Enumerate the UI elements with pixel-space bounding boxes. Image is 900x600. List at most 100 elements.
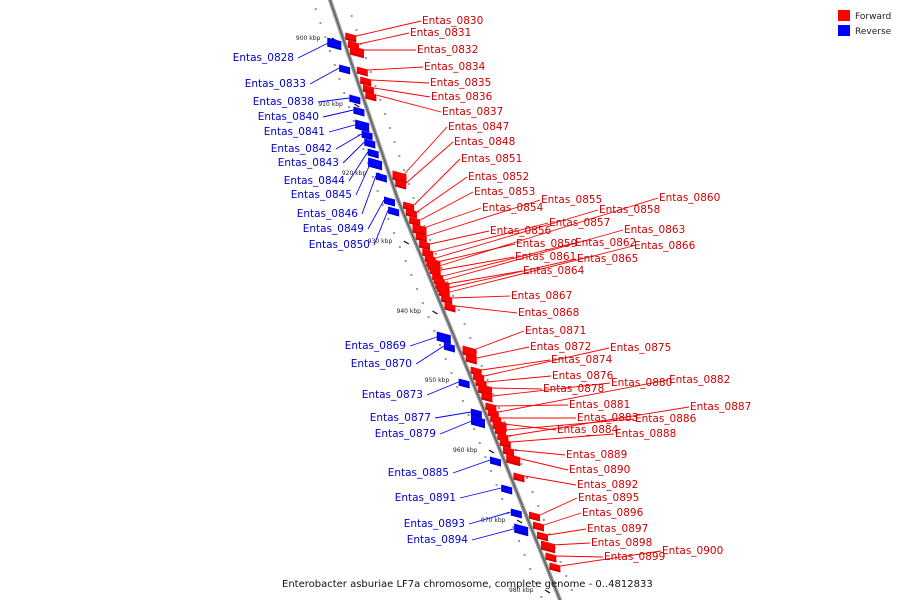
leader-line [446, 270, 523, 285]
gene-label-forward: Entas_0854 [482, 202, 544, 214]
gene-label-forward: Entas_0874 [551, 354, 613, 366]
gene-label-forward: Entas_0859 [516, 238, 577, 250]
gene-block [356, 66, 368, 77]
leader-line [510, 433, 615, 443]
leader-line [342, 141, 365, 164]
gene-block [510, 508, 522, 519]
tick-mark [403, 240, 410, 245]
gene-label-forward: Entas_0900 [662, 545, 723, 557]
gene-block [514, 523, 529, 537]
minor-tick [492, 393, 495, 395]
minor-tick [462, 400, 464, 402]
gene-label-forward: Entas_0868 [518, 307, 579, 319]
leader-line [468, 511, 511, 525]
gene-block [545, 552, 557, 563]
minor-tick [434, 253, 437, 255]
minor-tick [384, 113, 387, 115]
tick-mark [488, 449, 495, 454]
gene-block [513, 472, 525, 483]
minor-tick [450, 372, 453, 374]
legend-forward-label: Forward [855, 12, 891, 22]
gene-label-forward: Entas_0853 [474, 186, 535, 198]
leader-line [513, 449, 566, 456]
minor-tick [357, 134, 360, 136]
leader-line [481, 359, 551, 371]
gene-label-reverse: Entas_0891 [395, 492, 456, 504]
gene-label-forward: Entas_0831 [410, 27, 471, 39]
gene-block [365, 91, 377, 102]
leader-line [317, 97, 350, 103]
gene-block [384, 196, 395, 207]
leader-line [373, 87, 431, 98]
gene-block [458, 378, 470, 389]
tick-mark [516, 519, 523, 524]
gene-label-forward: Entas_0887 [690, 401, 751, 413]
tick-label: 930 kbp [368, 238, 393, 245]
minor-tick [520, 463, 523, 465]
gene-label-reverse: Entas_0885 [388, 467, 449, 479]
gene-block [395, 179, 407, 190]
gene-block [327, 37, 342, 51]
leader-line [335, 133, 362, 150]
gene-label-reverse: Entas_0844 [284, 175, 346, 187]
leader-line [556, 555, 604, 558]
leader-line [328, 123, 359, 133]
leader-line [429, 230, 490, 245]
minor-tick [416, 288, 419, 290]
minor-tick [446, 281, 449, 283]
minor-tick [423, 225, 426, 227]
leader-line [471, 527, 518, 541]
gene-blocks [327, 32, 561, 573]
leader-line [539, 497, 578, 516]
minor-tick [319, 22, 322, 24]
gene-block [481, 392, 493, 403]
minor-tick [343, 92, 346, 94]
gene-block [355, 119, 370, 133]
leader-line [452, 295, 511, 299]
gene-label-forward: Entas_0856 [490, 225, 552, 237]
gene-label-forward: Entas_0852 [468, 171, 529, 183]
minor-tick [467, 414, 470, 416]
minor-tick [398, 155, 401, 157]
leader-line [435, 209, 599, 259]
gene-label-forward: Entas_0837 [442, 106, 503, 118]
minor-tick [456, 386, 459, 388]
gene-label-forward: Entas_0886 [635, 413, 697, 425]
gene-block [470, 408, 482, 419]
minor-tick [439, 344, 442, 346]
gene-label-forward: Entas_0897 [587, 523, 648, 535]
leader-line [547, 528, 587, 536]
gene-block [349, 94, 361, 105]
tick-label: 900 kbp [296, 35, 321, 42]
tick-label: 980 kbp [509, 587, 534, 594]
minor-tick [393, 141, 396, 143]
minor-tick [412, 197, 415, 199]
gene-label-forward: Entas_0871 [525, 325, 586, 337]
gene-label-forward: Entas_0875 [610, 342, 671, 354]
gene-label-reverse: Entas_0877 [370, 412, 431, 424]
gene-label-forward: Entas_0878 [543, 383, 604, 395]
minor-tick [523, 554, 526, 556]
gene-label-forward: Entas_0862 [575, 237, 636, 249]
gene-label-reverse: Entas_0873 [362, 389, 423, 401]
gene-label-reverse: Entas_0893 [404, 518, 465, 530]
gene-label-forward: Entas_0834 [424, 61, 486, 73]
leader-line [348, 151, 369, 182]
gene-label-reverse: Entas_0828 [233, 52, 294, 64]
minor-tick [403, 169, 406, 171]
leader-line [367, 199, 385, 230]
gene-label-forward: Entas_0864 [523, 265, 585, 277]
tick-label: 910 kbp [318, 101, 343, 108]
gene-label-forward: Entas_0863 [624, 224, 685, 236]
leader-line [455, 305, 518, 314]
gene-block [465, 354, 477, 365]
minor-tick [433, 330, 436, 332]
gene-block [361, 130, 373, 141]
minor-tick [503, 421, 506, 423]
tick-mark [432, 310, 438, 315]
tick-label: 970 kbp [481, 517, 506, 524]
gene-label-forward: Entas_0855 [541, 194, 602, 206]
gene-block [419, 240, 431, 251]
gene-block [415, 232, 427, 243]
